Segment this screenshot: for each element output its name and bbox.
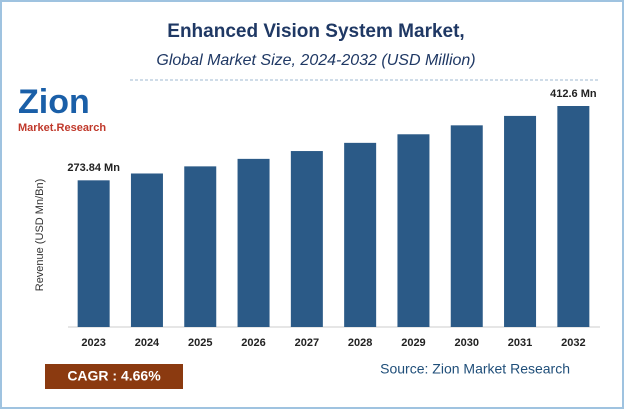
bar	[130, 173, 163, 327]
x-tick-label: 2024	[135, 337, 160, 349]
bar	[504, 115, 537, 327]
bar	[184, 166, 217, 327]
logo-name: Zion	[18, 83, 90, 121]
source: Source: Zion Market Research	[380, 361, 570, 377]
bar	[237, 158, 270, 327]
x-tick-label: 2027	[295, 337, 319, 349]
x-tick-label: 2028	[348, 337, 372, 349]
x-tick-label: 2023	[81, 337, 105, 349]
chart-subtitle: Global Market Size, 2024-2032 (USD Milli…	[156, 52, 475, 69]
value-label: 412.6 Mn	[550, 88, 597, 100]
x-tick-label: 2029	[401, 337, 425, 349]
cagr: CAGR : 4.66%	[67, 368, 161, 384]
bar	[557, 106, 590, 327]
bar	[344, 142, 377, 327]
bar	[450, 125, 483, 328]
chart-title: Enhanced Vision System Market,	[167, 21, 464, 42]
y-axis-label: Revenue (USD Mn/Bn)	[34, 179, 46, 292]
x-tick-label: 2030	[455, 337, 479, 349]
value-label: 273.84 Mn	[67, 162, 120, 174]
x-tick-label: 2032	[561, 337, 585, 349]
cagr-box	[45, 364, 183, 389]
bar	[77, 180, 110, 327]
x-tick-label: 2031	[508, 337, 532, 349]
logo-tagline: Market.Research	[18, 122, 106, 134]
bar	[397, 134, 430, 327]
x-tick-label: 2025	[188, 337, 212, 349]
bar	[290, 151, 323, 327]
x-tick-label: 2026	[241, 337, 265, 349]
